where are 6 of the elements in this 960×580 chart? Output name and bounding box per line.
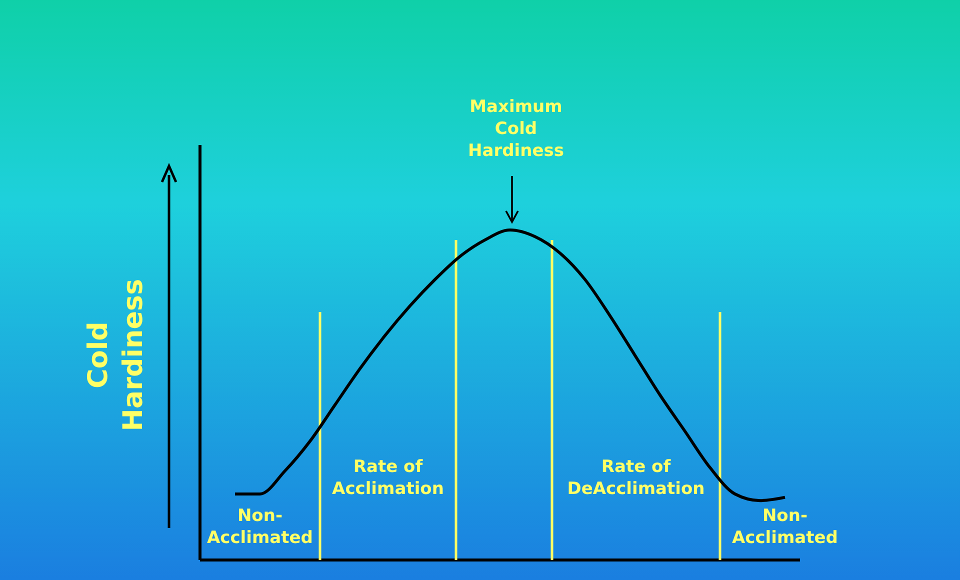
annotation: Rate of Acclimation: [332, 457, 444, 500]
text: Maximum Cold Hardiness: [468, 97, 564, 162]
annotation: Non- Acclimated: [732, 506, 838, 548]
annotation: Rate of DeAcclimation: [567, 457, 705, 500]
annotation: Non- Acclimated: [207, 506, 313, 548]
y-axis-title: Cold Hardiness: [83, 278, 150, 432]
